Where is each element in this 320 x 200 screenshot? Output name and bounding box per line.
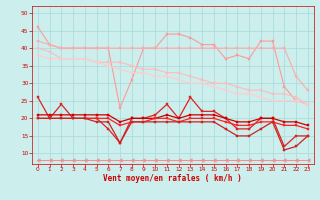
X-axis label: Vent moyen/en rafales ( km/h ): Vent moyen/en rafales ( km/h ) [103,174,242,183]
